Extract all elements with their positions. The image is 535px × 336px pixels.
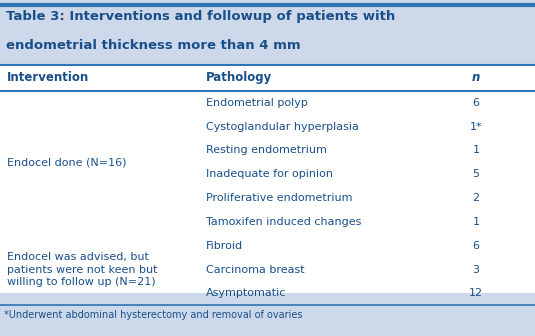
- Text: 5: 5: [472, 169, 480, 179]
- Bar: [0, 5, 535, 65]
- Text: 1*: 1*: [470, 122, 483, 131]
- Text: endometrial thickness more than 4 mm: endometrial thickness more than 4 mm: [6, 39, 301, 52]
- Text: 6: 6: [472, 241, 480, 251]
- Bar: [0, 65, 535, 293]
- Text: Pathology: Pathology: [206, 71, 272, 84]
- Text: Endocel was advised, but
patients were not keen but
willing to follow up (N=21): Endocel was advised, but patients were n…: [7, 252, 157, 287]
- Text: Endocel done (N=16): Endocel done (N=16): [7, 157, 126, 167]
- Text: Endometrial polyp: Endometrial polyp: [206, 98, 308, 108]
- Text: 3: 3: [472, 265, 480, 275]
- Text: 12: 12: [469, 289, 483, 298]
- Text: Asymptomatic: Asymptomatic: [206, 289, 286, 298]
- Text: Inadequate for opinion: Inadequate for opinion: [206, 169, 333, 179]
- Text: 1: 1: [472, 217, 480, 227]
- Text: Resting endometrium: Resting endometrium: [206, 145, 327, 155]
- Text: Tamoxifen induced changes: Tamoxifen induced changes: [206, 217, 361, 227]
- Text: 1: 1: [472, 145, 480, 155]
- Text: Carcinoma breast: Carcinoma breast: [206, 265, 304, 275]
- Text: Table 3: Interventions and followup of patients with: Table 3: Interventions and followup of p…: [6, 10, 396, 23]
- Text: n: n: [472, 71, 480, 84]
- Text: Proliferative endometrium: Proliferative endometrium: [206, 193, 353, 203]
- Text: Fibroid: Fibroid: [206, 241, 243, 251]
- Text: Intervention: Intervention: [7, 71, 89, 84]
- Text: *Underwent abdominal hysterectomy and removal of ovaries: *Underwent abdominal hysterectomy and re…: [4, 310, 303, 321]
- Text: Cystoglandular hyperplasia: Cystoglandular hyperplasia: [206, 122, 359, 131]
- Text: 2: 2: [472, 193, 480, 203]
- Text: 6: 6: [472, 98, 480, 108]
